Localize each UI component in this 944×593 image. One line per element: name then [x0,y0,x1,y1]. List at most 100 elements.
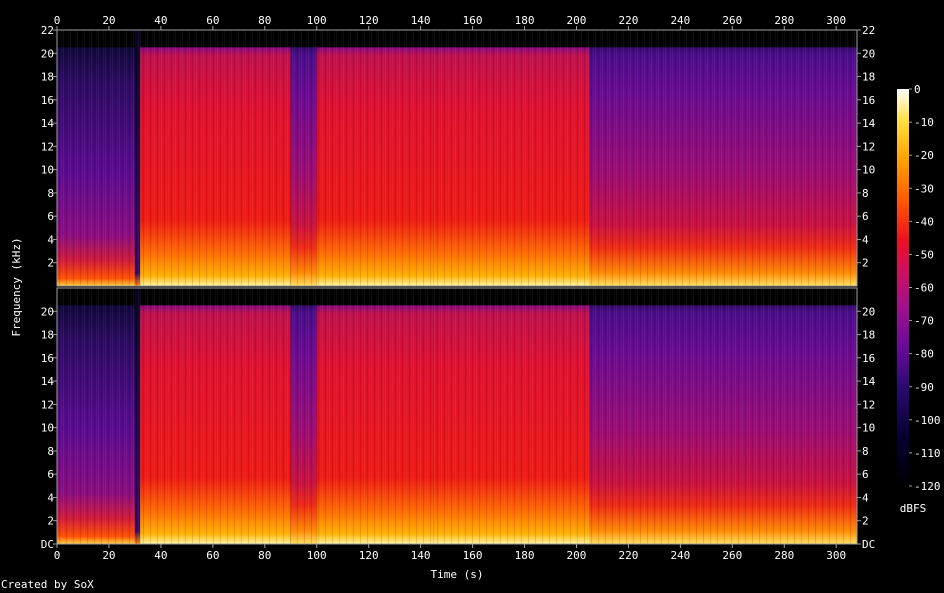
ch2-y-label-right-4: 8 [862,445,869,458]
channel-1-segment-6 [433,30,590,286]
x-tick-label-top-11: 220 [618,14,638,27]
ch1-y-label-left-10: 22 [41,24,54,37]
channel-2-segment-6 [433,288,590,544]
colorbar-tick-label-0: 0 [914,83,921,96]
ch1-y-label-left-7: 16 [41,94,54,107]
channel-2-segment-7 [589,288,857,544]
ch1-y-label-right-9: 20 [862,47,875,60]
ch2-y-label-right-9: 18 [862,329,875,342]
x-axis-title: Time (s) [431,568,484,581]
x-tick-label-bottom-7: 140 [411,549,431,562]
x-axis-top: 0 20 40 60 80 100 120 140 160 180 200 220 240 260 280 3… [54,14,846,30]
ch1-y-label-right-4: 10 [862,164,875,177]
x-tick-label-bottom-10: 200 [567,549,587,562]
ch2-y-label-right-8: 16 [862,352,875,365]
x-tick-label-top-2: 40 [154,14,167,27]
ch2-y-label-right-3: 6 [862,468,869,481]
channel-1-segment-7 [589,30,857,286]
ch1-y-label-right-6: 14 [862,117,876,130]
ch1-y-label-left-9: 20 [41,47,54,60]
x-axis-bottom: 0 20 40 60 80 100 120 140 160 180 200 220 240 260 280 3… [54,544,846,562]
x-tick-label-top-5: 100 [307,14,327,27]
ch2-y-label-left-9: 18 [41,329,54,342]
ch2-y-label-right-5: 10 [862,422,875,435]
ch1-y-label-right-3: 8 [862,187,869,200]
channel-2-segment-1 [57,288,135,544]
ch2-y-label-left-0: DC [41,538,54,551]
ch1-y-label-right-2: 6 [862,210,869,223]
x-tick-label-top-10: 200 [567,14,587,27]
ch1-y-label-left-0: 2 [47,257,54,270]
channel-2-segment-5 [316,288,434,544]
x-tick-label-top-14: 280 [774,14,794,27]
ch2-y-label-right-1: 2 [862,515,869,528]
channel-1-segment-2 [134,30,141,286]
ch1-y-label-right-7: 16 [862,94,875,107]
y-axis-title: Frequency (kHz) [10,237,23,336]
x-tick-label-top-12: 240 [670,14,690,27]
x-tick-label-bottom-8: 160 [463,549,483,562]
x-tick-label-bottom-9: 180 [515,549,535,562]
colorbar-tick-label-1: -10 [914,116,934,129]
colorbar-tick-label-2: -20 [914,149,934,162]
x-tick-label-bottom-4: 80 [258,549,271,562]
channel-1-segment-3 [140,30,291,286]
channel-1-segment-1 [57,30,135,286]
colorbar-tick-label-12: -120 [914,480,941,493]
channel-1-segment-5 [316,30,434,286]
colorbar-tick-label-10: -100 [914,414,941,427]
ch2-y-label-left-7: 14 [41,375,55,388]
ch2-y-label-left-1: 2 [47,515,54,528]
x-tick-label-top-7: 140 [411,14,431,27]
ch1-y-label-left-4: 10 [41,164,54,177]
x-tick-label-bottom-12: 240 [670,549,690,562]
colorbar-tick-label-9: -90 [914,381,934,394]
channel-2-segment-4 [290,288,317,544]
channel-2-segment-3 [140,288,291,544]
colorbar-tick-label-7: -70 [914,315,934,328]
channel-2-frame [56,287,858,545]
colorbar-label: dBFS [900,502,927,515]
ch1-y-label-left-2: 6 [47,210,54,223]
x-tick-label-bottom-11: 220 [618,549,638,562]
colorbar [897,89,909,486]
x-tick-label-top-9: 180 [515,14,535,27]
x-tick-label-bottom-3: 60 [206,549,219,562]
ch1-y-label-left-3: 8 [47,187,54,200]
ch1-y-label-right-1: 4 [862,233,869,246]
ch1-y-label-right-10: 22 [862,24,875,37]
ch2-y-label-left-3: 6 [47,468,54,481]
ch2-y-label-left-5: 10 [41,422,54,435]
channel-2-segment-2 [134,288,141,544]
channel-1-segment-4 [290,30,317,286]
ch2-y-label-right-2: 4 [862,491,869,504]
x-tick-label-bottom-1: 20 [102,549,115,562]
x-tick-label-top-13: 260 [722,14,742,27]
x-tick-label-bottom-5: 100 [307,549,327,562]
x-tick-label-bottom-2: 40 [154,549,167,562]
x-tick-label-bottom-14: 280 [774,549,794,562]
x-tick-label-top-6: 120 [359,14,379,27]
x-tick-label-bottom-13: 260 [722,549,742,562]
colorbar-tick-label-6: -60 [914,282,934,295]
x-tick-label-top-0: 0 [54,14,61,27]
colorbar-ticks: 0 -10 -20 -30 -40 -50 -60 -70 -80 -90 -100 -110 -120 [909,83,941,493]
ch1-y-label-left-1: 4 [47,233,54,246]
colorbar-tick-label-8: -80 [914,348,934,361]
colorbar-tick-label-4: -40 [914,215,934,228]
ch1-y-label-right-0: 2 [862,257,869,270]
channel-1-spectrogram [57,30,857,286]
ch1-y-label-left-6: 14 [41,117,55,130]
x-tick-label-bottom-15: 300 [826,549,846,562]
ch2-y-label-left-2: 4 [47,491,54,504]
channel-1-frame [56,29,858,287]
x-tick-label-top-15: 300 [826,14,846,27]
x-tick-label-top-3: 60 [206,14,219,27]
ch1-y-label-left-8: 18 [41,71,54,84]
x-tick-label-top-1: 20 [102,14,115,27]
ch1-y-label-right-5: 12 [862,140,875,153]
sox-credit: Created by SoX [1,578,94,591]
ch2-y-label-left-8: 16 [41,352,54,365]
